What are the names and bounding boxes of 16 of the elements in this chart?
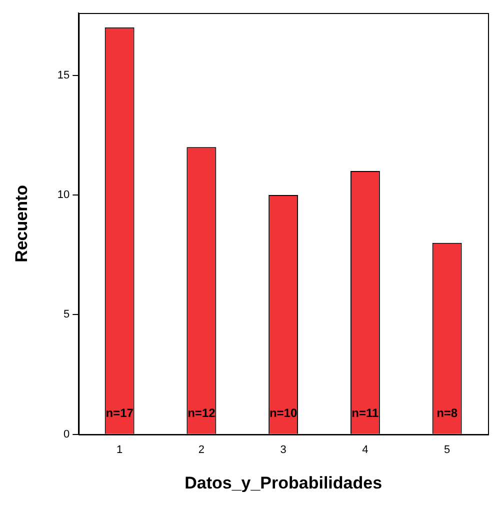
data-label: n=17	[106, 406, 134, 420]
data-label: n=12	[188, 406, 216, 420]
x-axis-title: Datos_y_Probabilidades	[184, 473, 382, 492]
y-tick-label: 15	[57, 69, 70, 82]
data-label: n=8	[436, 406, 458, 420]
data-label: n=11	[352, 406, 380, 420]
y-axis-title: Recuento	[12, 184, 31, 262]
x-tick-label: 2	[198, 444, 205, 456]
x-tick-label: 5	[444, 444, 450, 456]
data-label: n=10	[269, 406, 298, 420]
y-tick-label: 5	[64, 308, 70, 321]
y-tick-label: 10	[57, 189, 70, 201]
x-tick-label: 3	[280, 444, 286, 456]
x-tick-label: 1	[116, 444, 123, 456]
y-tick-label: 0	[64, 428, 70, 440]
x-tick-label: 4	[362, 444, 368, 456]
